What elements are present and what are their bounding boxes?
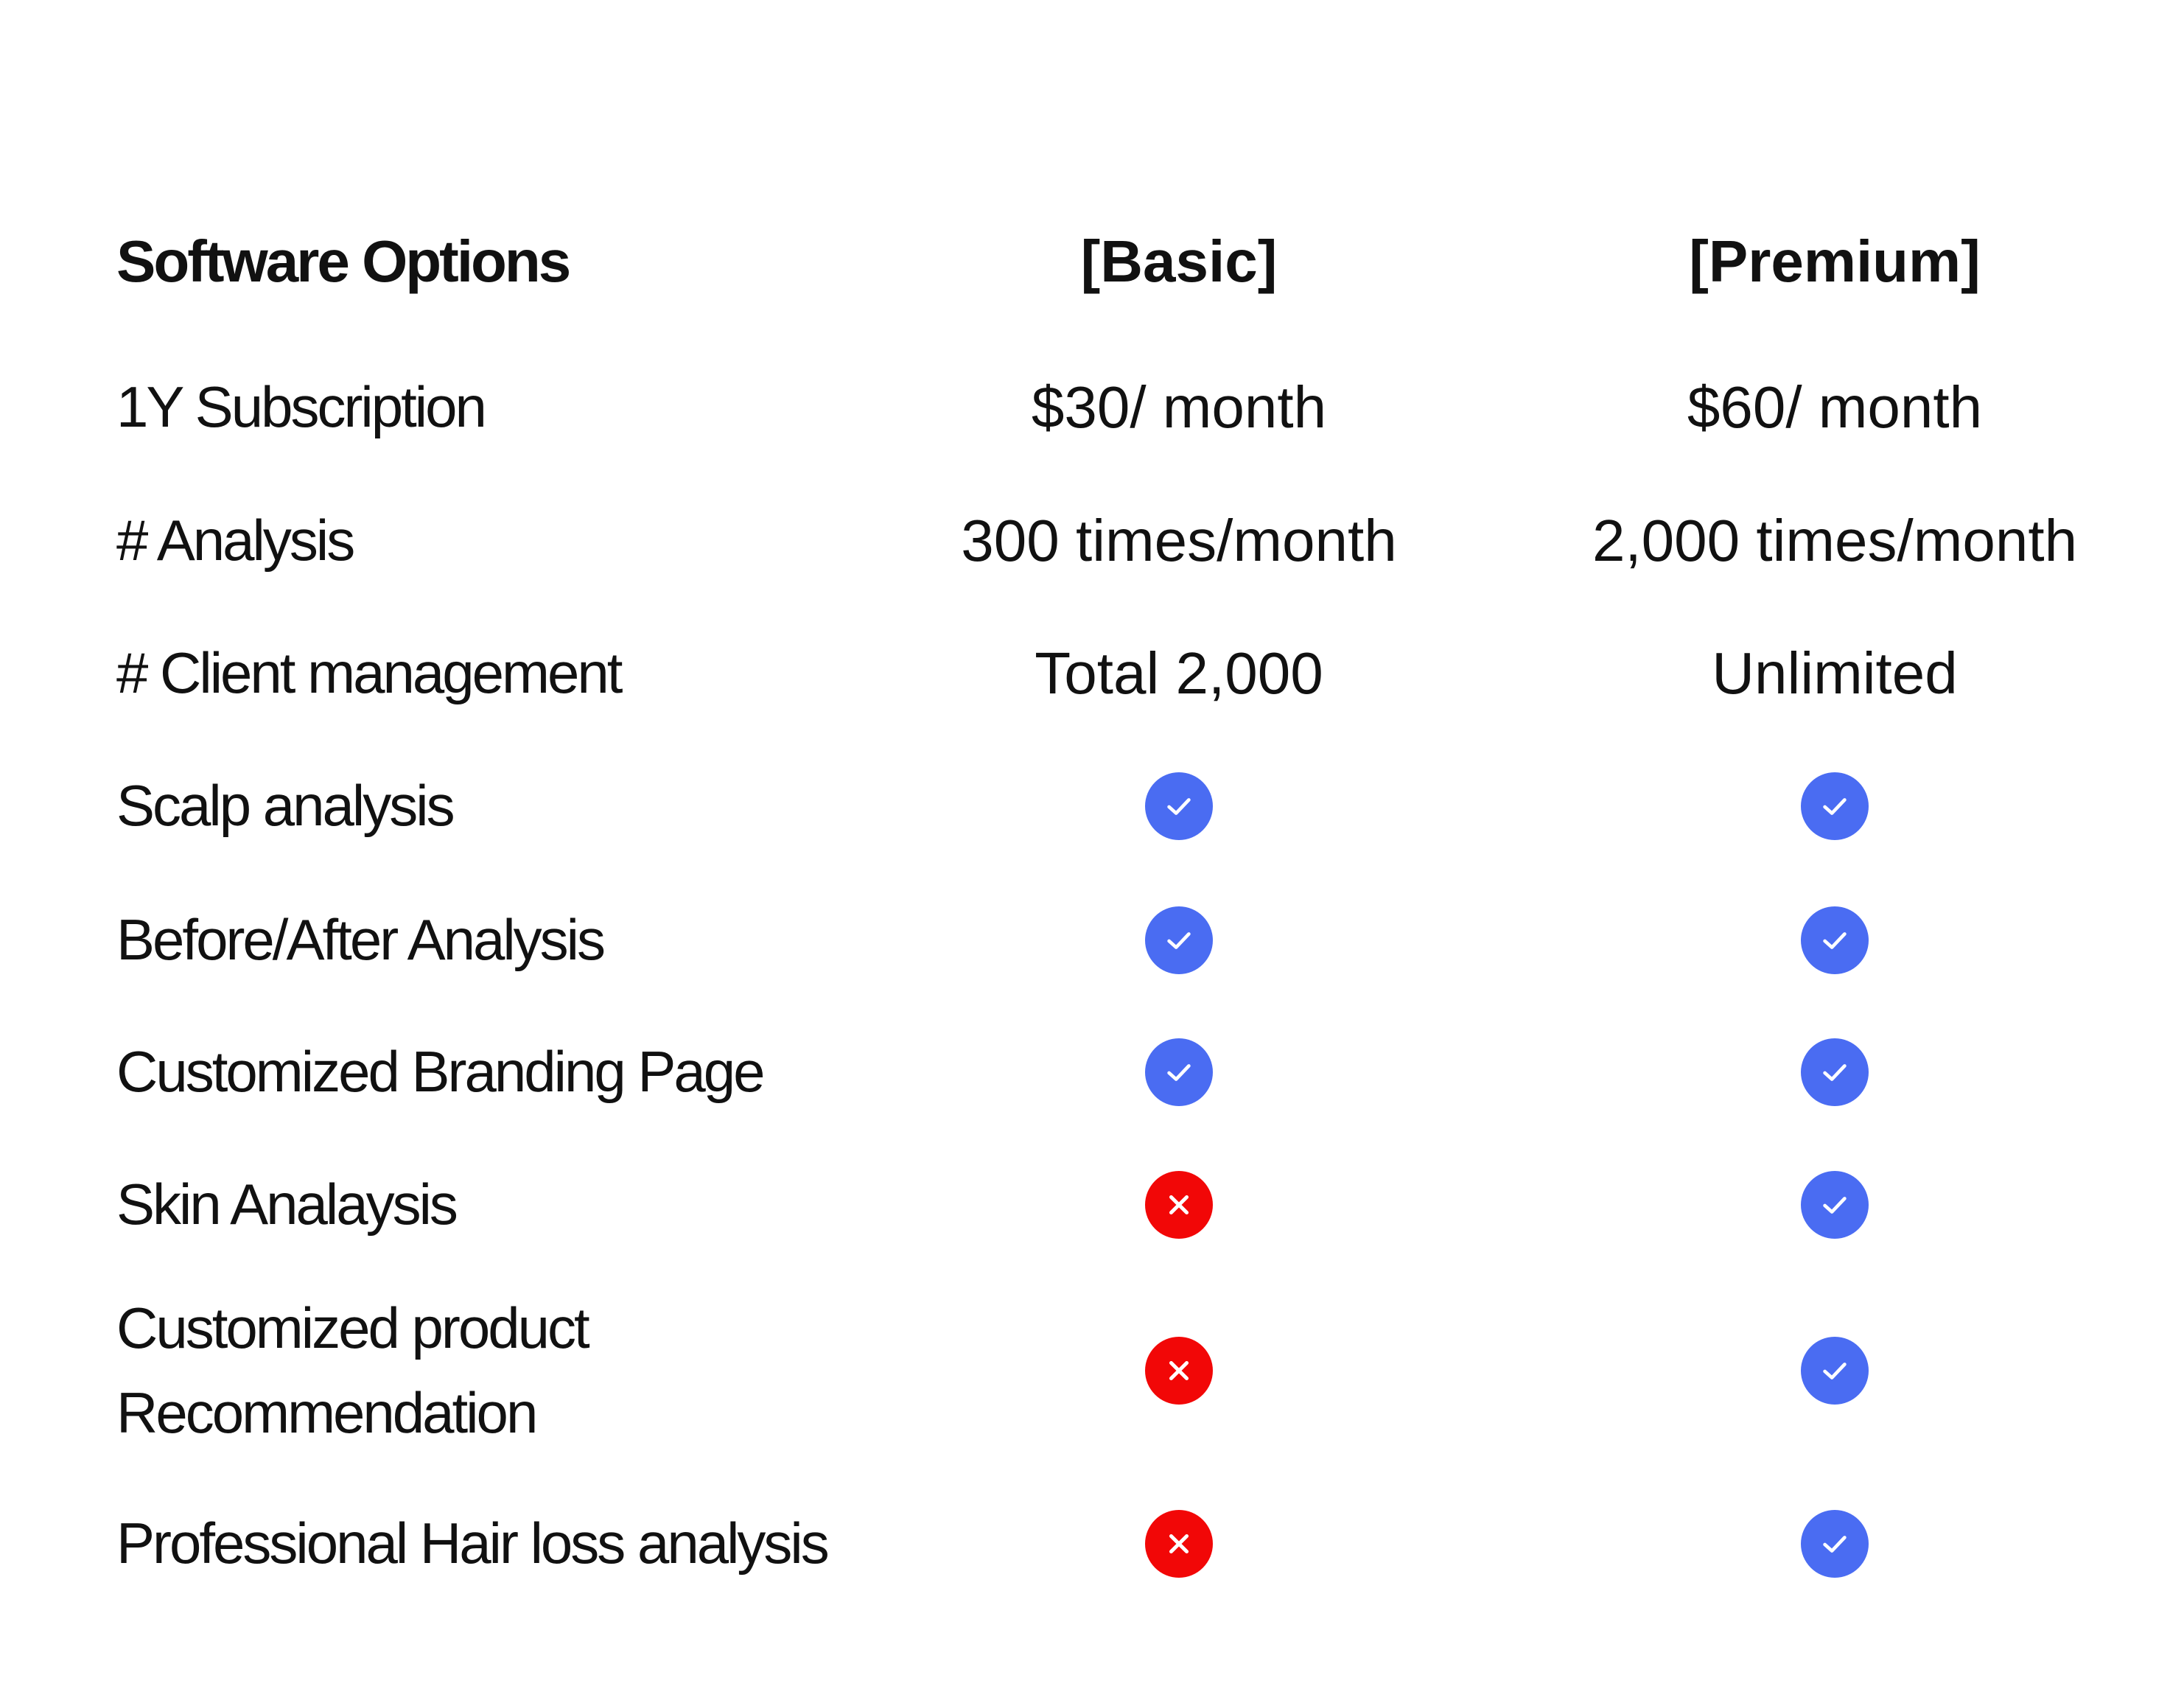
table-row: 1Y Subscription $30/ month $60/ month: [0, 371, 2184, 444]
premium-availability: [1533, 1035, 2137, 1109]
feature-label-line: Customized product: [116, 1295, 590, 1360]
premium-availability: [1533, 769, 2137, 843]
premium-availability: [1533, 1507, 2137, 1581]
check-icon: [1801, 1337, 1869, 1405]
table-header-row: Software Options [Basic] [Premium]: [0, 225, 2184, 298]
feature-label: # Analysis: [116, 508, 355, 573]
basic-availability: [884, 769, 1474, 843]
premium-availability: [1533, 1168, 2137, 1242]
premium-value: 2,000 times/month: [1592, 508, 2078, 573]
basic-value: Total 2,000: [1035, 640, 1323, 706]
check-icon: [1145, 772, 1213, 840]
premium-value: Unlimited: [1712, 640, 1958, 706]
table-row: # Analysis 300 times/month 2,000 times/m…: [0, 504, 2184, 578]
feature-label: Customized Branding Page: [116, 1039, 766, 1105]
feature-label: # Client management: [116, 640, 623, 706]
check-icon: [1801, 1038, 1869, 1106]
check-icon: [1145, 906, 1213, 974]
table-row: Professional Hair loss analysis: [0, 1507, 2184, 1581]
premium-availability: [1533, 1282, 2137, 1459]
table-row: Skin Analaysis: [0, 1168, 2184, 1242]
feature-label-line: Recommendation: [116, 1380, 538, 1445]
cross-icon: [1145, 1510, 1213, 1578]
basic-availability: [884, 903, 1474, 977]
column-header-basic: [Basic]: [1080, 228, 1278, 294]
feature-label: Scalp analysis: [116, 773, 455, 839]
column-header-premium: [Premium]: [1689, 228, 1981, 294]
premium-value: $60/ month: [1687, 374, 1983, 440]
check-icon: [1801, 772, 1869, 840]
table-row: Scalp analysis: [0, 769, 2184, 843]
check-icon: [1801, 906, 1869, 974]
feature-label: Customized product Recommendation: [116, 1282, 897, 1459]
basic-value: $30/ month: [1031, 374, 1327, 440]
table-row: # Client management Total 2,000 Unlimite…: [0, 637, 2184, 710]
check-icon: [1145, 1038, 1213, 1106]
feature-label: Before/After Analysis: [116, 907, 606, 973]
basic-value: 300 times/month: [961, 508, 1397, 573]
cross-icon: [1145, 1171, 1213, 1239]
column-header-feature: Software Options: [116, 228, 571, 294]
table-row: Before/After Analysis: [0, 903, 2184, 977]
feature-label: Professional Hair loss analysis: [116, 1511, 830, 1576]
check-icon: [1801, 1171, 1869, 1239]
cross-icon: [1145, 1337, 1213, 1405]
table-row: Customized Branding Page: [0, 1035, 2184, 1109]
table-row: Customized product Recommendation: [0, 1282, 2184, 1459]
basic-availability: [884, 1507, 1474, 1581]
basic-availability: [884, 1168, 1474, 1242]
feature-label: Skin Analaysis: [116, 1172, 458, 1237]
premium-availability: [1533, 903, 2137, 977]
basic-availability: [884, 1035, 1474, 1109]
feature-label: 1Y Subscription: [116, 374, 487, 440]
check-icon: [1801, 1510, 1869, 1578]
basic-availability: [884, 1282, 1474, 1459]
